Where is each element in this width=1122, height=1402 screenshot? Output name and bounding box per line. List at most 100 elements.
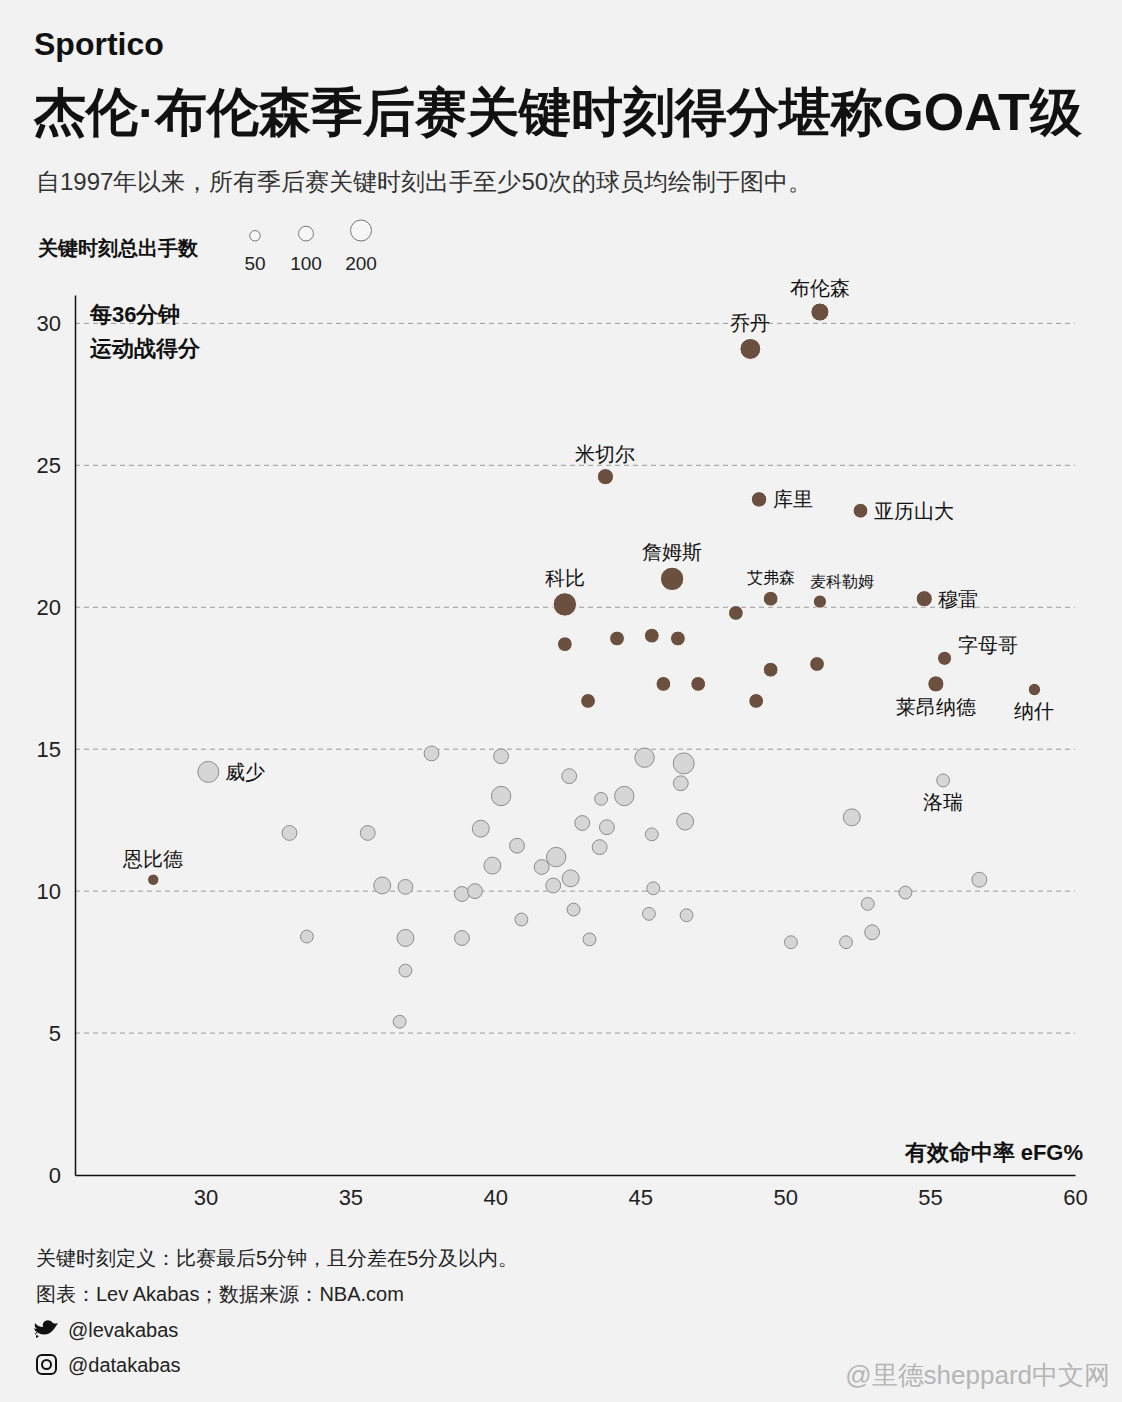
y-axis-line [75, 296, 77, 1176]
point [562, 769, 577, 784]
point-label: 布伦森 [790, 277, 850, 299]
x-tick: 30 [194, 1175, 218, 1210]
point [680, 909, 693, 922]
point [916, 591, 932, 607]
x-tick-label: 35 [339, 1185, 363, 1210]
point [360, 826, 375, 841]
credit: 图表：Lev Akabas；数据来源：NBA.com [36, 1283, 404, 1305]
point [557, 637, 572, 652]
point [937, 774, 950, 787]
x-tick: 55 [918, 1175, 942, 1210]
point [515, 913, 528, 926]
point [455, 931, 470, 946]
x-tick: 40 [484, 1175, 508, 1210]
twitter-handle: @levakabas [68, 1319, 178, 1341]
x-axis-line [76, 1175, 1076, 1177]
point [635, 748, 654, 767]
legend-bubble [351, 220, 372, 241]
point [656, 676, 671, 691]
point [399, 964, 412, 977]
watermark: @里德sheppard中文网 [845, 1360, 1110, 1390]
x-tick-label: 30 [194, 1185, 218, 1210]
point [491, 786, 510, 805]
point [763, 591, 778, 606]
point-label: 詹姆斯 [642, 541, 702, 563]
subtitle: 自1997年以来，所有季后赛关键时刻出手至少50次的球员均绘制于图中。 [36, 168, 812, 195]
x-tick: 60 [1063, 1175, 1087, 1210]
y-axis-title: 每36分钟 [89, 302, 180, 327]
point [198, 761, 219, 782]
legend-label: 50 [244, 253, 265, 274]
point [595, 792, 608, 805]
point-label: 乔丹 [730, 312, 770, 334]
point [813, 595, 826, 608]
point [840, 936, 853, 949]
point [597, 469, 613, 485]
y-tick-label: 25 [37, 453, 61, 478]
point [583, 933, 596, 946]
grid-line [75, 891, 1075, 892]
point [374, 877, 391, 894]
chart: Sportico杰伦·布伦森季后赛关键时刻得分堪称GOAT级自1997年以来，所… [0, 0, 1122, 1402]
point-label: 艾弗森 [747, 569, 795, 586]
point [610, 631, 625, 646]
y-tick: 5 [49, 1021, 75, 1046]
point [810, 657, 825, 672]
point-label: 莱昂纳德 [896, 696, 976, 718]
point-label: 洛瑞 [923, 791, 963, 813]
grid-line [75, 749, 1075, 750]
point [751, 492, 767, 508]
point [660, 567, 683, 590]
point [581, 694, 596, 709]
twitter-icon [34, 1320, 58, 1338]
point [567, 903, 580, 916]
point [861, 897, 874, 910]
point [484, 857, 501, 874]
point [972, 872, 987, 887]
instagram-icon-lens [42, 1360, 51, 1369]
grid-line [75, 1033, 1075, 1034]
point [397, 930, 414, 947]
point [899, 886, 912, 899]
point [763, 662, 778, 677]
point [599, 820, 614, 835]
y-tick-label: 0 [49, 1163, 61, 1188]
point [673, 776, 688, 791]
point [546, 878, 561, 893]
grid-line [75, 465, 1075, 466]
point-label: 威少 [225, 761, 265, 783]
point [393, 1015, 406, 1028]
point [670, 631, 685, 646]
point-label: 亚历山大 [874, 500, 954, 522]
point-label: 米切尔 [575, 443, 635, 465]
point [510, 838, 525, 853]
point [928, 676, 944, 692]
point-label: 麦科勒姆 [810, 573, 874, 590]
points [148, 303, 1041, 1028]
grid-line [75, 323, 1075, 324]
x-tick-label: 40 [484, 1185, 508, 1210]
y-tick-label: 15 [37, 737, 61, 762]
legend-bubble [250, 231, 261, 242]
point [424, 746, 439, 761]
y-tick: 15 [37, 737, 75, 762]
instagram-handle: @datakabas [68, 1354, 181, 1376]
legend-bubble [299, 226, 314, 241]
legend-title: 关键时刻总出手数 [37, 237, 199, 259]
footnote: 关键时刻定义：比赛最后5分钟，且分差在5分及以内。 [36, 1247, 518, 1269]
point-label: 库里 [773, 488, 813, 510]
y-tick-label: 5 [49, 1021, 61, 1046]
y-tick: 20 [37, 595, 75, 620]
point [282, 826, 297, 841]
point-label: 字母哥 [958, 634, 1018, 656]
point-labels: 布伦森乔丹米切尔库里亚历山大詹姆斯科比艾弗森麦科勒姆穆雷字母哥莱昂纳德纳什恩比德… [122, 277, 1054, 870]
point [615, 786, 634, 805]
point [749, 694, 764, 709]
y-tick-label: 10 [37, 879, 61, 904]
y-tick: 25 [37, 453, 75, 478]
point [865, 925, 880, 940]
point-label: 科比 [545, 567, 585, 589]
point [398, 879, 413, 894]
point [592, 840, 607, 855]
point [553, 593, 576, 616]
